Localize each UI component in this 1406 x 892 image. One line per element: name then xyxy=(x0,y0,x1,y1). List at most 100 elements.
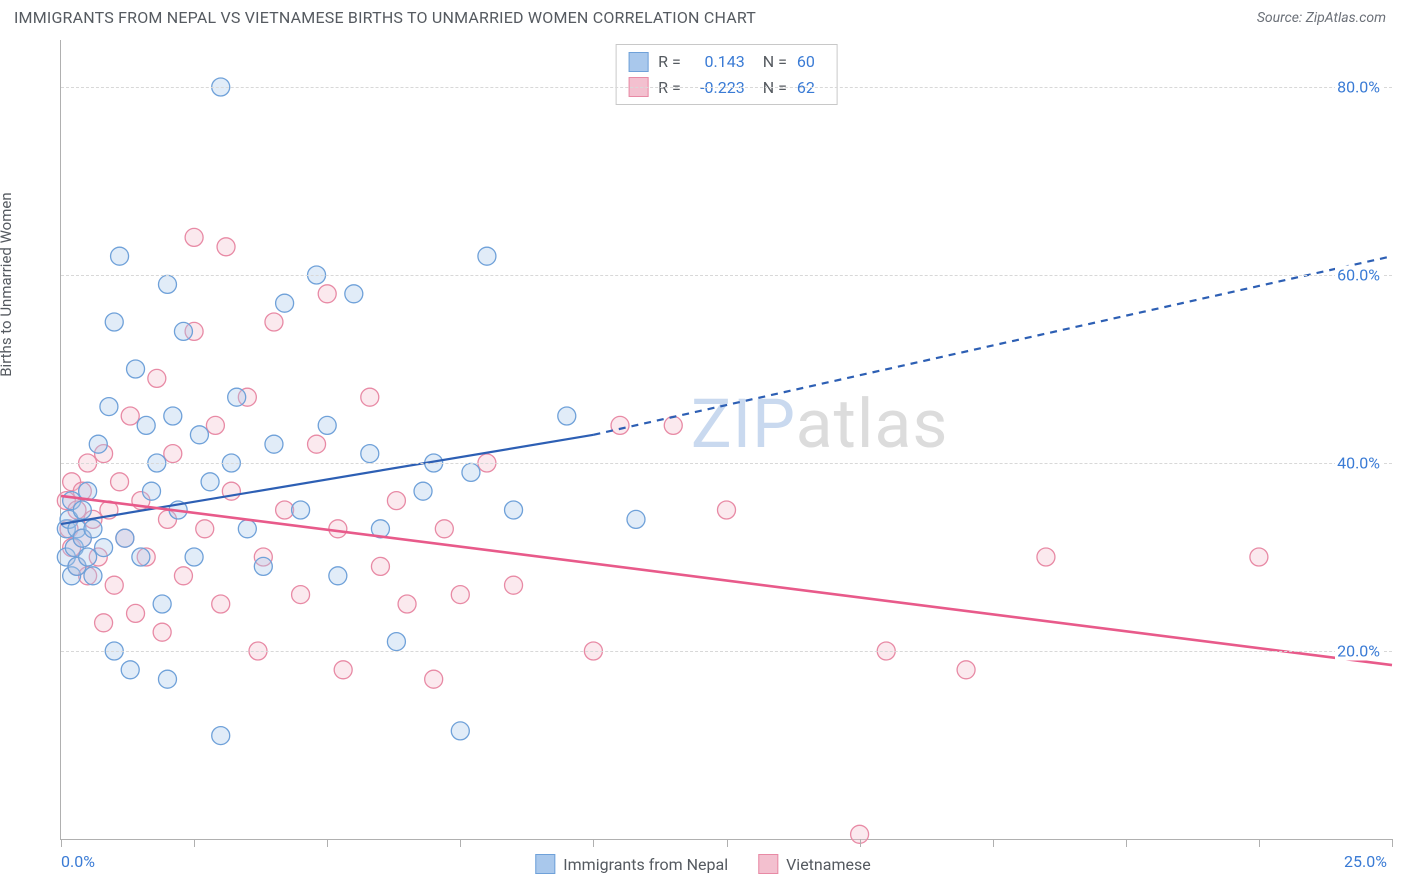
grid-line xyxy=(61,651,1392,652)
x-tick-label: 0.0% xyxy=(61,852,95,871)
scatter-point xyxy=(238,520,256,538)
scatter-point xyxy=(718,501,736,519)
scatter-point xyxy=(127,604,145,622)
scatter-point xyxy=(158,275,176,293)
scatter-point xyxy=(611,416,629,434)
grid-line xyxy=(61,87,1392,88)
scatter-point xyxy=(89,435,107,453)
swatch-nepal-icon xyxy=(535,854,555,874)
scatter-point xyxy=(292,501,310,519)
scatter-point xyxy=(558,407,576,425)
scatter-point xyxy=(79,548,97,566)
scatter-point xyxy=(212,595,230,613)
scatter-point xyxy=(105,576,123,594)
r-label-a: R = xyxy=(658,49,681,75)
legend-label-vietnamese: Vietnamese xyxy=(786,855,871,874)
scatter-point xyxy=(334,661,352,679)
scatter-point xyxy=(95,539,113,557)
x-tick-label: 25.0% xyxy=(1344,852,1387,871)
scatter-point xyxy=(318,416,336,434)
scatter-point xyxy=(1250,548,1268,566)
scatter-point xyxy=(276,501,294,519)
x-tick xyxy=(1259,839,1260,847)
grid-line xyxy=(61,463,1392,464)
scatter-point xyxy=(127,360,145,378)
legend-item-vietnamese: Vietnamese xyxy=(758,854,871,874)
x-tick xyxy=(194,839,195,847)
scatter-point xyxy=(164,407,182,425)
y-axis-label: Births to Unmarried Women xyxy=(0,192,15,376)
x-tick xyxy=(860,839,861,847)
r-value-a: 0.143 xyxy=(691,49,745,75)
scatter-point xyxy=(111,247,129,265)
n-label-a: N = xyxy=(763,49,787,75)
scatter-point xyxy=(174,567,192,585)
scatter-point xyxy=(174,322,192,340)
scatter-point xyxy=(84,520,102,538)
scatter-point xyxy=(158,670,176,688)
scatter-point xyxy=(292,586,310,604)
correlation-legend: R = 0.143 N = 60 R = -0.223 N = 62 xyxy=(615,44,838,105)
trend-line xyxy=(61,496,1392,665)
source-attribution: Source: ZipAtlas.com xyxy=(1257,10,1386,26)
scatter-point xyxy=(345,285,363,303)
x-tick xyxy=(1392,839,1393,847)
scatter-point xyxy=(121,407,139,425)
scatter-point xyxy=(361,445,379,463)
scatter-point xyxy=(276,294,294,312)
swatch-vietnamese-icon xyxy=(758,854,778,874)
scatter-point xyxy=(201,473,219,491)
scatter-point xyxy=(228,388,246,406)
y-tick-label: 20.0% xyxy=(1335,642,1382,661)
scatter-svg xyxy=(61,40,1392,839)
scatter-point xyxy=(185,548,203,566)
scatter-point xyxy=(451,722,469,740)
x-tick xyxy=(61,839,62,847)
scatter-point xyxy=(105,313,123,331)
scatter-point xyxy=(73,501,91,519)
scatter-point xyxy=(425,670,443,688)
scatter-point xyxy=(505,501,523,519)
scatter-point xyxy=(387,492,405,510)
scatter-point xyxy=(95,614,113,632)
x-tick xyxy=(327,839,328,847)
scatter-point xyxy=(371,557,389,575)
scatter-point xyxy=(217,238,235,256)
scatter-point xyxy=(398,595,416,613)
x-tick xyxy=(993,839,994,847)
x-tick xyxy=(460,839,461,847)
scatter-point xyxy=(414,482,432,500)
scatter-point xyxy=(318,285,336,303)
grid-line xyxy=(61,275,1392,276)
scatter-point xyxy=(308,435,326,453)
scatter-point xyxy=(148,369,166,387)
scatter-point xyxy=(212,727,230,745)
scatter-point xyxy=(627,510,645,528)
scatter-point xyxy=(462,463,480,481)
scatter-point xyxy=(137,416,155,434)
n-value-a: 60 xyxy=(797,49,825,75)
y-tick-label: 40.0% xyxy=(1335,454,1382,473)
scatter-point xyxy=(116,529,134,547)
scatter-point xyxy=(132,548,150,566)
scatter-point xyxy=(265,435,283,453)
legend-item-nepal: Immigrants from Nepal xyxy=(535,854,728,874)
x-tick xyxy=(593,839,594,847)
series-legend: Immigrants from Nepal Vietnamese xyxy=(535,854,870,874)
scatter-point xyxy=(143,482,161,500)
scatter-point xyxy=(265,313,283,331)
scatter-point xyxy=(190,426,208,444)
scatter-point xyxy=(84,567,102,585)
trend-line xyxy=(593,256,1392,435)
swatch-nepal-icon xyxy=(628,52,648,72)
scatter-point xyxy=(153,623,171,641)
scatter-point xyxy=(153,595,171,613)
scatter-point xyxy=(254,557,272,575)
scatter-point xyxy=(505,576,523,594)
scatter-point xyxy=(111,473,129,491)
y-tick-label: 60.0% xyxy=(1335,266,1382,285)
x-tick xyxy=(727,839,728,847)
scatter-point xyxy=(329,520,347,538)
x-tick xyxy=(1126,839,1127,847)
scatter-point xyxy=(387,633,405,651)
